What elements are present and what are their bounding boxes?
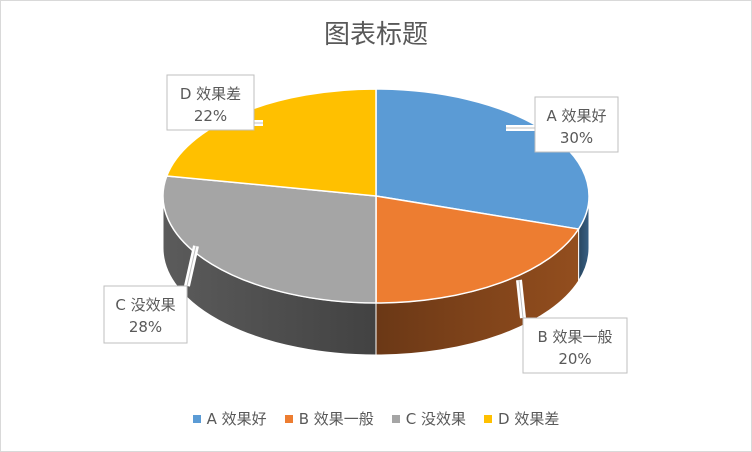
data-label-box-c: [103, 285, 188, 344]
legend-swatch-a: [192, 414, 201, 423]
data-label-category-c: C 没效果: [115, 296, 175, 314]
legend-label-a: A 效果好: [206, 410, 267, 428]
data-label-value-a: 30%: [560, 129, 593, 147]
pie-slice-b: [375, 195, 580, 304]
legend-label-c: C 没效果: [405, 410, 466, 428]
leader-line-edge-b: [518, 279, 524, 319]
leader-line-edge-c: [186, 245, 197, 287]
data-label-category-d: D 效果差: [180, 85, 241, 103]
legend-item-b: B 效果一般: [284, 408, 374, 429]
legend-label-d: D 效果差: [498, 410, 560, 428]
data-labels: A 效果好 30% B 效果一般 20% C 没效果 28% D 效果差 22%: [103, 74, 628, 374]
pie-top: [162, 88, 590, 304]
legend-item-c: C 没效果: [391, 408, 466, 429]
legend-swatch-c: [391, 414, 400, 423]
data-label-category-b: B 效果一般: [537, 328, 612, 346]
legend-label-b: B 效果一般: [298, 410, 374, 428]
data-label-category-a: A 效果好: [546, 107, 606, 125]
chart-title: 图表标题: [323, 20, 428, 50]
pie-slice-c: [162, 175, 377, 304]
legend-swatch-d: [484, 414, 492, 423]
data-label-box-a: [534, 96, 619, 153]
data-label-value-b: 20%: [558, 350, 591, 368]
legend-item-a: A 效果好: [192, 408, 267, 429]
data-label-value-c: 28%: [129, 318, 162, 336]
legend-swatch-b: [284, 414, 293, 423]
legend-item-d: D 效果差: [484, 408, 559, 429]
data-label-box-d: [166, 74, 255, 131]
data-label-value-d: 22%: [194, 107, 227, 125]
legend: A 效果好 B 效果一般 C 没效果 D 效果差: [0, 408, 752, 429]
data-label-box-b: [522, 317, 628, 374]
